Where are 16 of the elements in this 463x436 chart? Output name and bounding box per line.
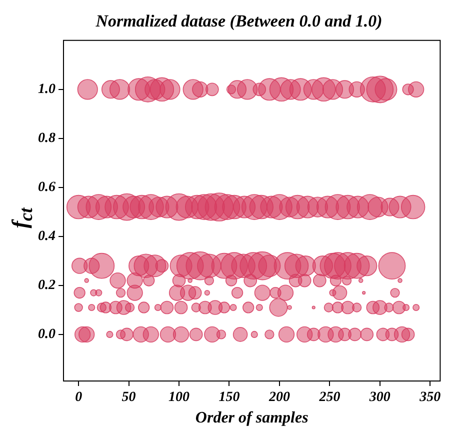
y-tick-label: 0.2 [38,278,56,294]
x-tick-label: 300 [368,390,390,406]
y-tick-label: 0.4 [38,229,56,244]
x-tick-label: 350 [418,390,441,406]
x-tick-label: 0 [75,390,82,406]
y-tick-label: 0.6 [38,180,56,196]
x-tick-label: 150 [218,390,240,406]
y-tick-label: 1.0 [38,82,56,98]
x-tick-label: 50 [122,390,136,406]
x-tick-label: 200 [268,390,290,406]
x-axis-title: Order of samples [195,410,308,427]
chart-title: Normalized datase (Between 0.0 and 1.0) [94,12,382,31]
y-tick-label: 0.8 [38,131,56,146]
x-tick-label: 100 [168,390,190,406]
y-tick-label: 0.0 [38,327,56,342]
x-tick-label: 250 [318,390,340,406]
